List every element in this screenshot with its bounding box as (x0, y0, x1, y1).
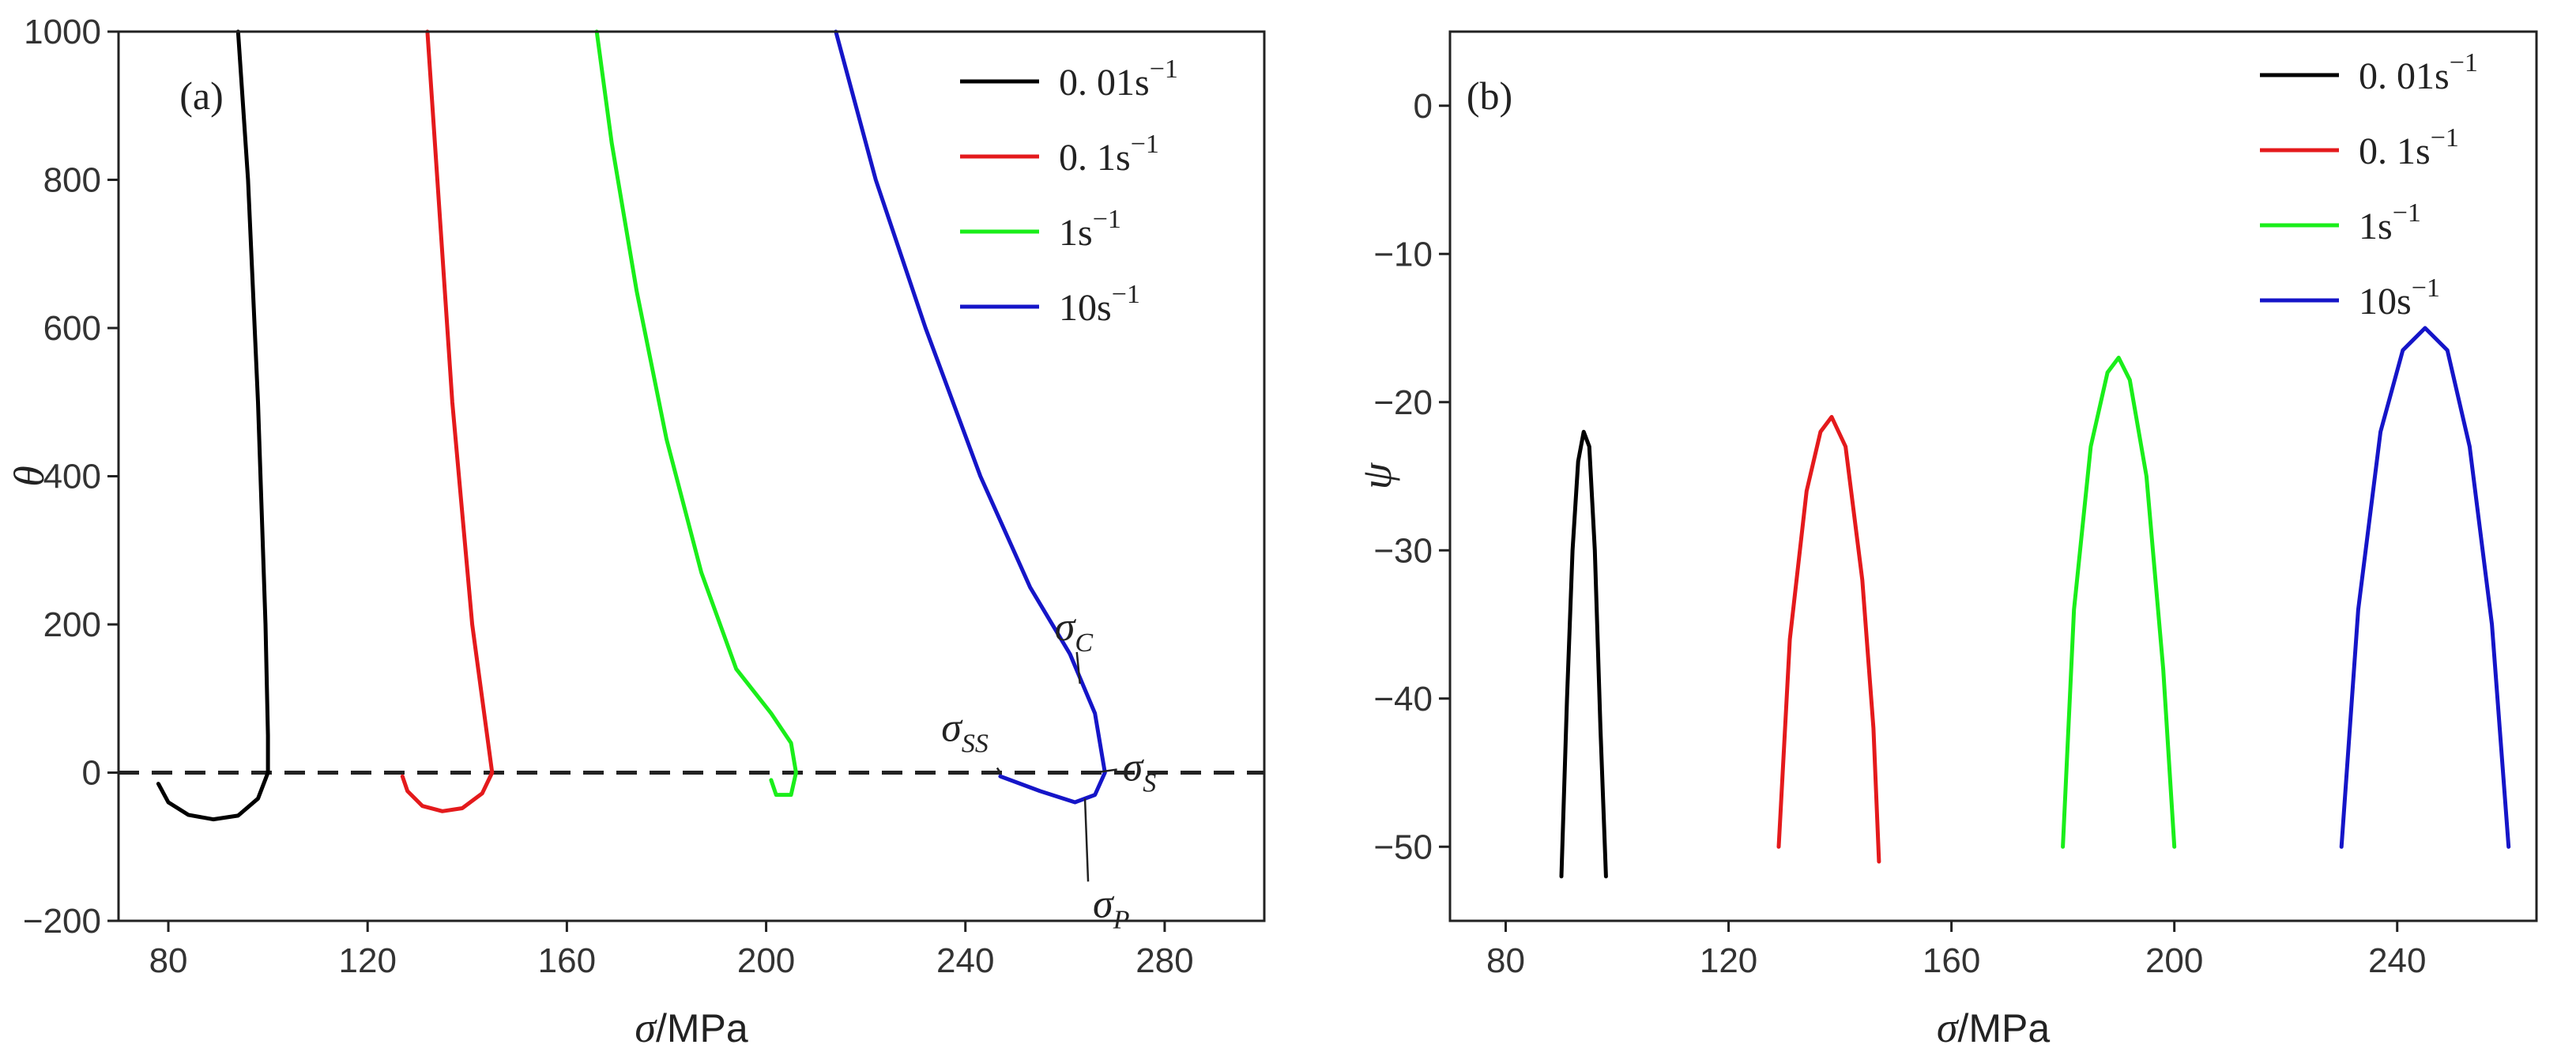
legend-label: 0. 1s (2359, 130, 2431, 172)
panel-label: (b) (1467, 74, 1512, 118)
legend-label: 0. 1s (1059, 137, 1131, 179)
annotation-symbol: σ (1055, 605, 1077, 650)
panel-label: (a) (179, 74, 224, 118)
legend-exponent: −1 (1150, 55, 1178, 84)
x-tick-label: 200 (737, 941, 795, 980)
legend-label: 10s (1059, 287, 1112, 329)
legend-label: 1s (1059, 212, 1093, 254)
annotation-subscript: S (1143, 769, 1156, 798)
annotation-symbol: σ (941, 706, 963, 751)
annotation-leader-3 (1083, 798, 1090, 882)
x-axis-title: σ/MPa (1937, 1004, 2051, 1051)
annotation-subscript: C (1075, 628, 1093, 658)
y-tick-label: −200 (23, 902, 101, 941)
annotation-s: σS (1123, 745, 1157, 798)
annotation-leader-2 (1094, 768, 1117, 774)
y-axis-title: ψ (1353, 462, 1400, 489)
x-tick-label: 240 (2368, 941, 2426, 980)
legend-entry-3: 10s−1 (1059, 280, 1140, 329)
x-tick-label: 120 (1700, 941, 1757, 980)
legend-exponent: −1 (2431, 123, 2459, 153)
legend-label: 0. 01s (2359, 55, 2450, 97)
x-tick-label: 160 (538, 941, 596, 980)
x-tick-label: 280 (1135, 941, 1193, 980)
chart-panel-b: 80 120 160 200 240 −50 −40 −30 −20 −10 0 σ/MPa ψ (b) 0… (1353, 30, 2538, 1051)
series-line-3 (2339, 326, 2511, 849)
y-tick-label: 1000 (24, 13, 101, 51)
y-tick-label: 400 (43, 458, 101, 496)
y-tick-label: 0 (1414, 87, 1433, 126)
x-axis-unit: /MPa (1957, 1006, 2050, 1050)
plot-frame (1448, 30, 2538, 922)
legend-exponent: −1 (2412, 273, 2440, 303)
legend-exponent: −1 (1093, 205, 1121, 234)
x-tick-label: 120 (339, 941, 397, 980)
x-tick-label: 200 (2145, 941, 2203, 980)
y-tick-label: −30 (1373, 531, 1433, 570)
x-axis-symbol: σ (635, 1004, 657, 1051)
legend-label: 0. 01s (1059, 62, 1150, 104)
annotation-leader-0 (1075, 651, 1081, 685)
y-tick-label: 200 (43, 605, 101, 644)
series-line-1 (400, 29, 495, 813)
annotation-c: σC (1055, 605, 1094, 658)
x-tick-label: 80 (1486, 941, 1525, 980)
annotation-leader-1 (996, 767, 1001, 774)
x-axis-symbol: σ (1937, 1004, 1960, 1051)
x-axis-title: σ/MPa (635, 1004, 748, 1051)
legend-label: 1s (2359, 206, 2393, 247)
annotation-symbol: σ (1123, 745, 1145, 790)
legend-entry-3: 10s−1 (2359, 273, 2440, 322)
series-line-0 (156, 29, 270, 822)
legend-entry-2: 1s−1 (1059, 205, 1121, 254)
legend-entry-1: 0. 1s−1 (2359, 123, 2459, 172)
legend-label: 10s (2359, 281, 2412, 322)
annotation-p: σP (1093, 881, 1129, 934)
annotation-subscript: P (1113, 905, 1130, 934)
series-line-2 (594, 29, 798, 798)
x-tick-label: 160 (1923, 941, 1980, 980)
legend-exponent: −1 (2393, 198, 2421, 228)
series-line-0 (1559, 429, 1608, 879)
legend-exponent: −1 (1112, 280, 1140, 309)
annotation-ss: σSS (941, 706, 989, 759)
y-tick-label: 800 (43, 161, 101, 200)
x-axis-unit: /MPa (656, 1006, 748, 1050)
legend-entry-0: 0. 01s−1 (1059, 55, 1178, 104)
legend-entry-2: 1s−1 (2359, 198, 2421, 247)
series-line-3 (834, 29, 1107, 805)
x-tick-label: 240 (936, 941, 994, 980)
annotation-symbol: σ (1093, 881, 1115, 926)
series-line-1 (1776, 415, 1881, 864)
y-axis-title: θ (6, 466, 53, 487)
chart-panel-a: 80 120 160 200 240 280−20002004006008001000σ/… (6, 13, 1266, 1051)
legend-entry-1: 0. 1s−1 (1059, 130, 1159, 179)
legend-exponent: −1 (2450, 48, 2478, 77)
y-tick-label: −50 (1373, 828, 1433, 866)
legend-entry-0: 0. 01s−1 (2359, 48, 2478, 97)
y-tick-label: −40 (1373, 680, 1433, 718)
legend-exponent: −1 (1131, 130, 1159, 159)
y-tick-label: −20 (1373, 383, 1433, 422)
y-tick-label: 0 (82, 754, 101, 793)
y-tick-label: −10 (1373, 235, 1433, 273)
y-tick-label: 600 (43, 309, 101, 348)
x-tick-label: 80 (149, 941, 188, 980)
annotation-subscript: SS (962, 730, 989, 759)
series-line-2 (2061, 356, 2177, 849)
